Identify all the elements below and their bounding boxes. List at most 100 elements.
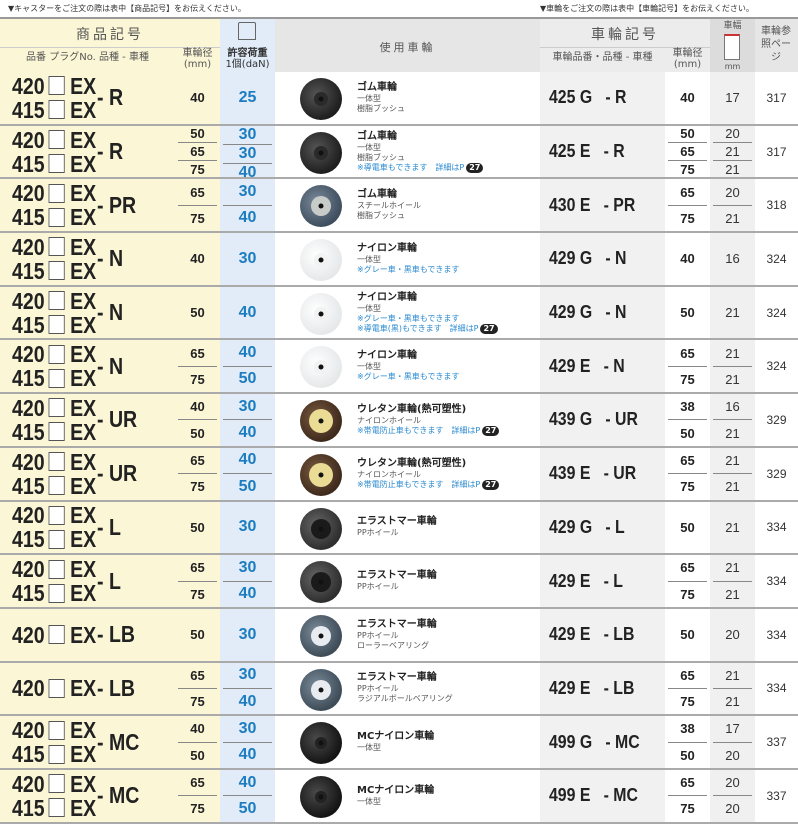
cell-background (665, 608, 710, 661)
wheel-axle (318, 794, 324, 800)
detail-page-badge[interactable]: 27 (480, 323, 498, 334)
model-line: 420 EX (12, 342, 96, 366)
reference-page[interactable]: 337 (766, 788, 787, 803)
urethane-wheel-icon (300, 400, 342, 443)
wheel-code: 499 E - MC (549, 785, 638, 806)
reference-page[interactable]: 324 (766, 359, 787, 374)
wheel-axle (318, 418, 324, 424)
mc-nylon-wheel-icon (300, 775, 342, 818)
wheel-width-column: 21 21 (710, 555, 755, 607)
reference-page[interactable]: 329 (766, 466, 787, 481)
order-note-caster: ▼キャスターをご注文の際は表中【商品記号】をお伝えください。 (8, 4, 246, 13)
wheel-diameter-column: 50 (665, 502, 710, 554)
series-ex: EX (70, 675, 97, 702)
wheel-spec: 一体型 (357, 362, 381, 372)
model-line: 420 EX (12, 74, 96, 98)
nylon-wheel-icon (300, 292, 342, 335)
series-ex: EX (70, 365, 97, 392)
cell-background (220, 501, 275, 554)
wheel-note: ※グレー車・黒車もできます (357, 314, 498, 324)
caster-diameter: 40 (190, 399, 205, 415)
reference-page[interactable]: 334 (766, 681, 787, 696)
reference-page[interactable]: 337 (766, 735, 787, 750)
cell-background (755, 608, 798, 661)
wheel-diameter: 50 (668, 741, 707, 768)
wheel-diameter-column: 50 65 75 (665, 126, 710, 178)
caster-diameter: 65 (178, 142, 217, 160)
cell-background (0, 233, 220, 285)
series-ex: EX (70, 311, 97, 338)
caster-diameter: 50 (190, 519, 205, 535)
model-number: 415 (12, 472, 45, 499)
model-number: 415 (12, 580, 45, 607)
model-number: 420 (12, 72, 45, 99)
caster-diameter-column: 65 75 (175, 179, 220, 231)
load-capacity: 30 (238, 719, 257, 737)
table-row: 420 EX 415 EX - PR 65 75 30 40 ゴム車輪 スチールホイール 樹脂ブッシュ… (0, 179, 798, 234)
reference-page[interactable]: 334 (766, 520, 787, 535)
model-line: 415 EX (12, 420, 96, 444)
wheel-width: 21 (725, 560, 740, 576)
plug-number-box (48, 559, 66, 579)
model-list: 420 EX 415 EX (12, 503, 111, 551)
wheel-note: ※導電車(黒)もできます 詳細はP 27 (357, 323, 498, 334)
cell-background (0, 72, 220, 124)
reference-page[interactable]: 318 (766, 198, 787, 213)
cell-background (665, 286, 710, 339)
wheel-width-column: 20 21 (710, 179, 755, 231)
wheel-width: 16 (725, 399, 740, 415)
model-list: 420 EX 415 EX (12, 450, 111, 498)
plug-number-box (48, 183, 66, 203)
detail-page-badge[interactable]: 27 (466, 162, 484, 173)
wheel-title: ナイロン車輪 (357, 291, 417, 303)
wheel-axle (318, 96, 324, 102)
caster-diameter: 65 (190, 560, 205, 576)
wheel-width: 20 (713, 741, 752, 768)
wheel-width: 20 (725, 775, 740, 791)
model-list: 420 EX 415 EX (12, 772, 111, 820)
reference-page[interactable]: 317 (766, 90, 787, 105)
header-ref-page: 車輪参照ページ (761, 26, 791, 63)
reference-page[interactable]: 329 (766, 412, 787, 427)
detail-page-badge[interactable]: 27 (482, 479, 500, 490)
reference-page[interactable]: 324 (766, 251, 787, 266)
wheel-note-text: ※グレー車・黒車もできます (357, 372, 460, 382)
detail-page-badge[interactable]: 27 (482, 425, 500, 436)
model-list: 420 EX 415 EX (12, 181, 111, 229)
cell-background (755, 125, 798, 178)
wheel-width-column: 21 (710, 287, 755, 339)
series-ex: EX (70, 580, 97, 607)
model-line: 420 EX (12, 289, 96, 313)
reference-page[interactable]: 334 (766, 574, 787, 589)
model-number: 420 (12, 341, 45, 368)
wheel-spec: 一体型 (357, 796, 381, 806)
wheel-width: 21 (713, 365, 752, 392)
wheel-description: エラストマー車輪 PPホイール (357, 502, 437, 554)
wheel-type: - L (97, 513, 121, 540)
series-ex: EX (70, 741, 97, 768)
table-row: 420 EX - LB 65 75 30 40 エラストマー車輪 PPホイール ラジアルボールベア… (0, 662, 798, 717)
wheel-width-column: 21 21 (710, 340, 755, 392)
load-capacity-column: 30 40 (220, 179, 275, 231)
load-capacity: 40 (223, 687, 272, 714)
wheel-width-column: 20 20 (710, 770, 755, 822)
plug-number-box (48, 625, 66, 645)
model-list: 420 EX 415 EX (12, 289, 111, 337)
product-code: 420 EX 415 EX - UR (12, 394, 144, 446)
model-line: 415 EX (12, 313, 96, 337)
reference-page[interactable]: 334 (766, 627, 787, 642)
wheel-description: エラストマー車輪 PPホイール ラジアルボールベアリング (357, 663, 453, 715)
wheel-title: ナイロン車輪 (357, 350, 417, 362)
plug-number-box (48, 422, 66, 442)
caster-diameter: 65 (190, 345, 205, 361)
wheel-width: 16 (725, 251, 740, 267)
caster-diameter-column: 50 (175, 287, 220, 339)
wheel-width-column: 17 20 (710, 716, 755, 768)
reference-page[interactable]: 324 (766, 305, 787, 320)
table-row: 420 EX 415 EX - N 50 40 ナイロン車輪 一体型 ※グレー車・黒車もできます ※… (0, 286, 798, 341)
wheel-width-column: 17 (710, 72, 755, 124)
model-line: 420 EX (12, 128, 96, 152)
wheel-diameter: 75 (668, 687, 707, 714)
reference-page[interactable]: 317 (766, 144, 787, 159)
